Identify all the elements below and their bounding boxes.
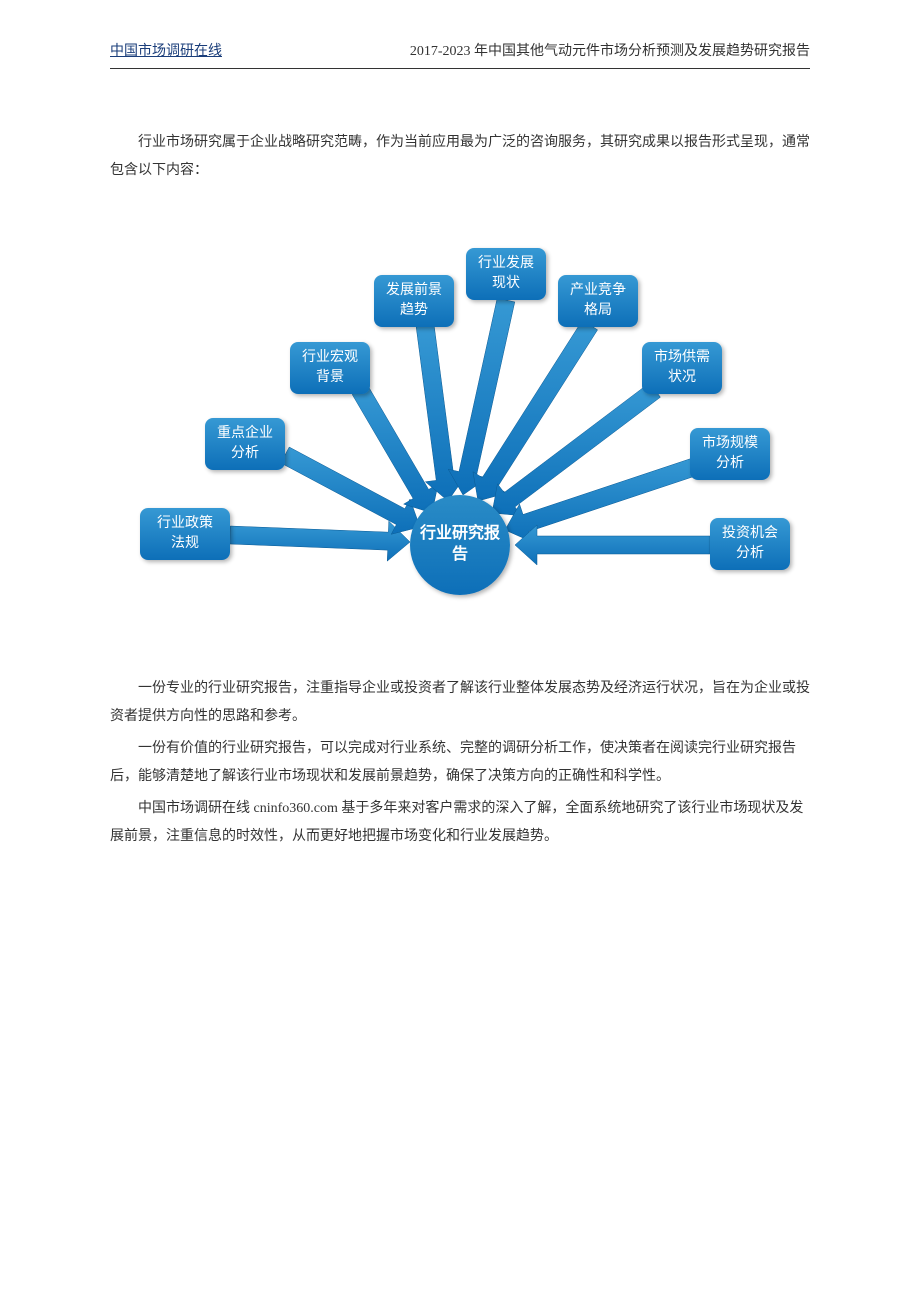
center-circle: 行业研究报告 xyxy=(410,495,510,595)
body-p1: 一份专业的行业研究报告，注重指导企业或投资者了解该行业整体发展态势及经济运行状况… xyxy=(110,675,810,731)
diagram-container: 行业研究报告 行业政策法规 重点企业分析行业宏观背景发展前景趋势行业发展现状产业竞… xyxy=(100,235,820,615)
body-text: 一份专业的行业研究报告，注重指导企业或投资者了解该行业整体发展态势及经济运行状况… xyxy=(0,655,920,865)
header-left: 中国市场调研在线 xyxy=(110,40,222,60)
diagram-node-n7: 市场供需状况 xyxy=(642,342,722,394)
diagram-node-n3: 行业宏观背景 xyxy=(290,342,370,394)
diagram-node-n1: 行业政策法规 xyxy=(140,508,230,560)
body-p2: 一份有价值的行业研究报告，可以完成对行业系统、完整的调研分析工作，使决策者在阅读… xyxy=(110,735,810,791)
body-p3: 中国市场调研在线 cninfo360.com 基于多年来对客户需求的深入了解，全… xyxy=(110,795,810,851)
diagram-node-n8: 市场规模分析 xyxy=(690,428,770,480)
arrow xyxy=(515,525,710,565)
diagram-node-n4: 发展前景趋势 xyxy=(374,275,454,327)
diagram-node-n2: 重点企业分析 xyxy=(205,418,285,470)
page-header: 中国市场调研在线 2017-2023 年中国其他气动元件市场分析预测及发展趋势研… xyxy=(0,0,920,68)
diagram-node-n5: 行业发展现状 xyxy=(466,248,546,300)
arrow xyxy=(230,521,410,561)
intro-paragraph: 行业市场研究属于企业战略研究范畴，作为当前应用最为广泛的咨询服务，其研究成果以报… xyxy=(0,69,920,215)
header-right: 2017-2023 年中国其他气动元件市场分析预测及发展趋势研究报告 xyxy=(410,40,810,60)
diagram-node-n6: 产业竞争格局 xyxy=(558,275,638,327)
diagram-node-n9: 投资机会分析 xyxy=(710,518,790,570)
